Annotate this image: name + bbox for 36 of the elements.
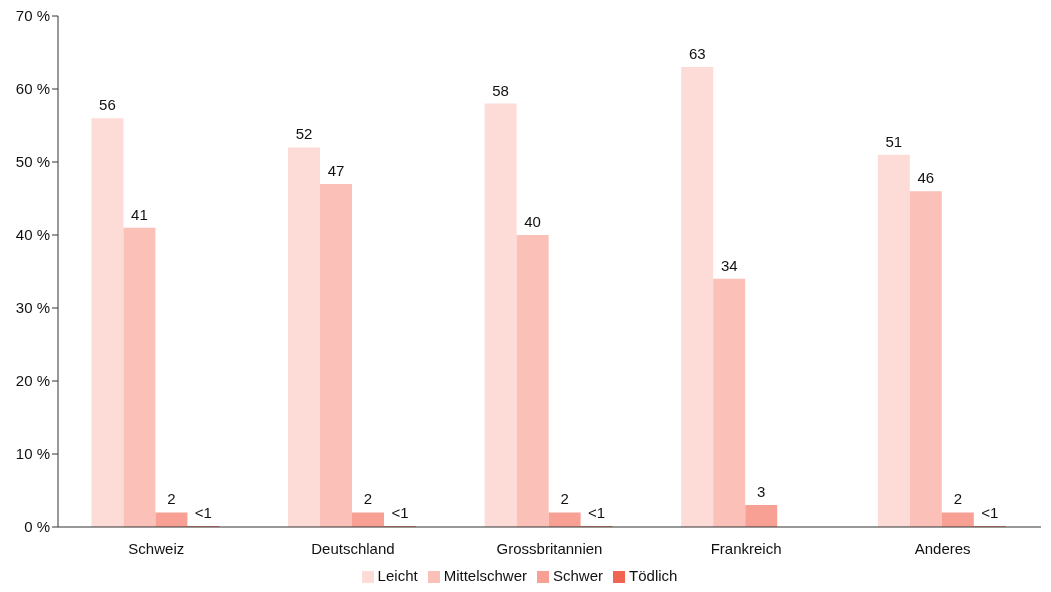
legend-label: Mittelschwer <box>443 567 527 584</box>
y-tick-label: 40 % <box>15 226 50 244</box>
legend-label: Leicht <box>377 567 418 584</box>
data-label: 2 <box>560 490 569 508</box>
data-label: 3 <box>757 483 766 501</box>
data-label: 63 <box>688 45 706 63</box>
data-label: <1 <box>981 504 999 522</box>
legend-label: Schwer <box>553 567 604 584</box>
data-label: 58 <box>492 81 509 99</box>
y-tick-label: 20 % <box>15 372 50 390</box>
x-tick-label: Frankreich <box>710 539 782 557</box>
y-tick-label: 0 % <box>24 518 50 536</box>
data-label: 47 <box>327 161 345 179</box>
data-label: 56 <box>99 96 116 114</box>
data-label: <1 <box>588 504 606 522</box>
data-label: 34 <box>720 256 738 274</box>
y-tick-label: 60 % <box>15 80 50 98</box>
data-label: <1 <box>194 504 212 522</box>
y-tick-label: 70 % <box>15 7 50 25</box>
x-tick-label: Deutschland <box>311 539 395 557</box>
y-tick-label: 30 % <box>15 299 50 317</box>
data-label: 51 <box>885 132 903 150</box>
data-label: 2 <box>167 490 176 508</box>
data-label: 46 <box>917 169 935 187</box>
x-tick-label: Grossbritannien <box>496 539 603 557</box>
y-tick-label: 50 % <box>15 153 50 171</box>
data-label: 2 <box>363 490 373 508</box>
x-tick-label: Schweiz <box>128 539 185 557</box>
data-label: 52 <box>295 125 313 143</box>
y-tick-label: 10 % <box>15 445 50 463</box>
data-label: <1 <box>391 504 409 522</box>
data-label: 2 <box>953 490 962 508</box>
data-label: 41 <box>131 205 148 223</box>
legend-label: Tödlich <box>629 567 678 584</box>
x-tick-label: Anderes <box>914 539 971 557</box>
data-label: 40 <box>524 213 541 230</box>
